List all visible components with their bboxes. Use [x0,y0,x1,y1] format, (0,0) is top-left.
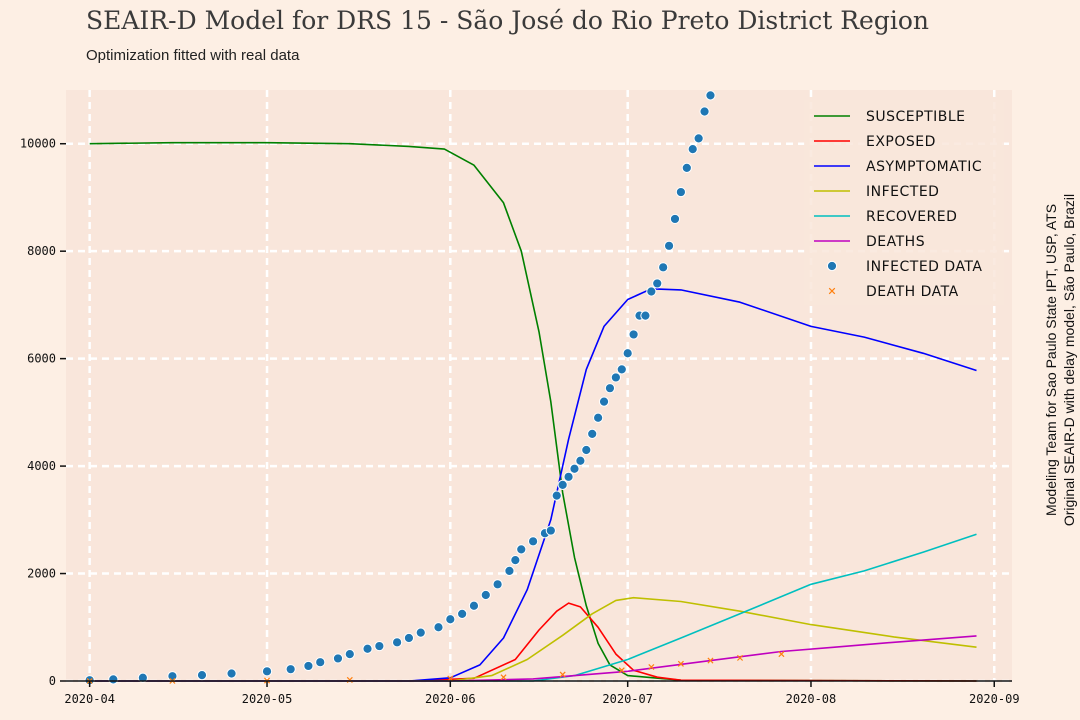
series-line-asymptomatic [89,288,977,682]
infected-data-point-9 [315,657,326,668]
infected-data-point-54 [699,106,710,117]
death-data-point-6 [559,671,566,678]
series-line-recovered [89,533,977,682]
infected-data-point-29 [551,490,562,501]
legend-label-death-data: DEATH DATA [866,284,959,300]
x-tick-label-2020-08: 2020-08 [786,692,837,706]
infected-data-point-7 [285,664,296,675]
legend-label-asymptomatic: ASYMPTOMATIC [866,159,982,175]
infected-data-point-38 [604,383,616,394]
infected-data-point-48 [663,240,675,251]
infected-data-point-19 [457,608,468,619]
infected-data-point-4 [196,669,208,681]
y-tick-label-0: 0 [49,674,56,688]
infected-data-point-44 [640,310,651,321]
infected-data-point-30 [557,479,568,490]
infected-data-point-51 [681,162,692,174]
infected-data-point-13 [374,640,385,652]
death-data-point-9 [677,660,684,667]
infected-data-point-49 [669,213,681,225]
death-data-point-12 [778,651,785,658]
infected-data-point-22 [492,579,503,590]
death-data-point-7 [618,667,625,674]
death-data-point-10 [707,657,714,664]
x-tick-label-2020-05: 2020-05 [242,692,293,706]
x-tick-label-2020-04: 2020-04 [64,692,115,706]
y-tick-label-4000: 4000 [27,459,56,473]
chart-title: SEAIR-D Model for DRS 15 - São José do R… [86,6,929,35]
infected-data-point-6 [261,666,273,677]
infected-data-point-37 [598,396,610,407]
infected-data-point-11 [344,649,355,660]
series-line-exposed [89,602,977,682]
death-data-point-11 [737,654,744,661]
legend-label-infected: INFECTED [866,184,939,200]
infected-data-point-1 [108,674,119,685]
series-line-infected [89,596,977,682]
infected-data-point-42 [628,329,639,340]
x-tick-label-2020-06: 2020-06 [425,692,476,706]
infected-data-point-2 [137,672,148,683]
infected-data-point-10 [332,653,344,664]
chart-subtitle: Optimization fitted with real data [86,47,300,64]
infected-data-point-12 [362,643,373,654]
side-note: Modeling Team for Sao Paulo State IPT, U… [1042,90,1078,630]
infected-data-point-23 [504,565,515,576]
infected-data-point-21 [480,589,491,601]
legend-label-exposed: EXPOSED [866,134,936,150]
infected-data-point-5 [226,668,237,679]
infected-data-point-18 [445,614,456,625]
infected-data-point-52 [687,144,698,155]
infected-data-point-33 [575,455,586,466]
side-note-line2: Original SEAIR-D with delay model, São P… [1061,194,1077,526]
infected-data-point-41 [622,348,633,359]
infected-data-point-53 [693,133,704,144]
infected-data-point-25 [516,544,527,555]
infected-data-point-17 [433,622,444,633]
death-data-point-5 [500,674,507,681]
infected-data-point-26 [527,536,539,547]
data-markers [84,90,785,686]
infected-data-point-36 [593,412,604,423]
axes: 2020-04 2020-05 2020-06 2020-07 2020-08 2020-… [20,137,1020,706]
infected-data-point-55 [705,90,716,101]
y-tick-label-6000: 6000 [27,352,56,366]
infected-data-point-15 [403,632,415,644]
infected-data-point-47 [658,262,669,273]
infected-data-point-50 [675,186,687,198]
infected-data-point-16 [415,627,426,638]
infected-data-point-40 [616,364,627,375]
infected-data-point-14 [392,637,403,648]
infected-data-point-45 [646,286,657,297]
y-tick-label-2000: 2000 [27,567,56,581]
legend-swatch-infected-data [826,260,838,272]
legend-label-deaths: DEATHS [866,234,925,250]
x-tick-label-2020-09: 2020-09 [969,692,1020,706]
infected-data-point-28 [545,525,556,536]
infected-data-point-35 [587,428,598,439]
infected-data-point-46 [652,278,663,289]
infected-data-point-39 [610,372,621,383]
infected-data-point-34 [581,444,592,456]
legend-box [804,100,1004,305]
infected-data-point-8 [303,660,314,672]
infected-data-point-3 [167,671,178,682]
legend-label-susceptible: SUSCEPTIBLE [866,109,966,125]
infected-data-point-24 [510,555,521,566]
legend-swatch-death-data [828,287,836,295]
infected-data-point-32 [569,463,580,474]
legend-label-recovered: RECOVERED [866,209,957,225]
y-tick-label-8000: 8000 [27,244,56,258]
side-note-line1: Modeling Team for Sao Paulo State IPT, U… [1043,204,1059,516]
death-data-point-8 [648,664,655,671]
infected-data-point-31 [563,471,574,482]
x-tick-label-2020-07: 2020-07 [602,692,653,706]
y-tick-label-10000: 10000 [20,137,56,151]
legend-label-infected-data: INFECTED DATA [866,259,982,275]
legend: SUSCEPTIBLE EXPOSED ASYMPTOMATIC INFECTED RE… [804,100,1004,305]
infected-data-point-20 [468,600,480,611]
